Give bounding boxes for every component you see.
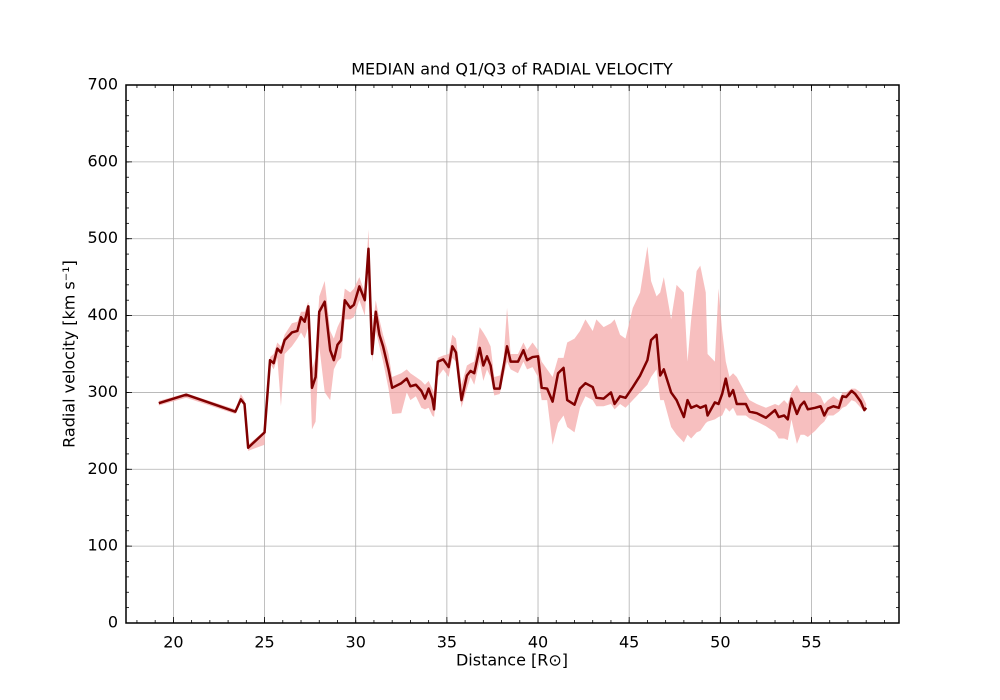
y-tick-label: 400 (87, 305, 118, 324)
median-line (158, 247, 868, 450)
y-tick-label: 500 (87, 228, 118, 247)
x-tick-label: 35 (437, 633, 457, 652)
x-tick-label: 50 (710, 633, 730, 652)
x-tick-label: 25 (254, 633, 274, 652)
plot-frame (125, 84, 900, 624)
y-tick-label: 200 (87, 459, 118, 478)
x-axis-label: Distance [R⊙] (456, 651, 568, 670)
x-tick-label: 55 (801, 633, 821, 652)
x-tick-label: 20 (163, 633, 183, 652)
x-tick-label: 40 (528, 633, 548, 652)
iqr-band (158, 229, 867, 451)
y-tick-label: 600 (87, 151, 118, 170)
y-tick-label: 300 (87, 382, 118, 401)
chart-title: MEDIAN and Q1/Q3 of RADIAL VELOCITY (351, 60, 673, 79)
x-tick-label: 45 (619, 633, 639, 652)
x-tick-label: 30 (346, 633, 366, 652)
y-axis-label: Radial velocity [km s⁻¹] (60, 260, 79, 448)
y-tick-label: 100 (87, 536, 118, 555)
y-tick-label: 0 (108, 613, 118, 632)
y-tick-label: 700 (87, 75, 118, 94)
